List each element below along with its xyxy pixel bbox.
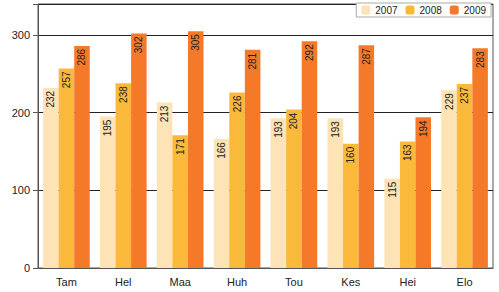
- svg-text:0: 0: [24, 262, 30, 274]
- svg-text:163: 163: [402, 144, 413, 161]
- svg-text:Kes: Kes: [341, 276, 360, 288]
- svg-text:305: 305: [190, 34, 201, 51]
- svg-text:229: 229: [444, 93, 455, 110]
- svg-text:286: 286: [76, 48, 87, 65]
- svg-text:257: 257: [61, 71, 72, 88]
- svg-text:115: 115: [387, 181, 398, 197]
- svg-text:160: 160: [345, 146, 356, 163]
- svg-text:300: 300: [12, 29, 30, 41]
- svg-text:Maa: Maa: [169, 276, 191, 288]
- svg-text:238: 238: [118, 86, 129, 103]
- svg-text:281: 281: [247, 52, 258, 69]
- svg-text:195: 195: [102, 119, 113, 136]
- svg-text:287: 287: [361, 48, 372, 65]
- svg-text:Hel: Hel: [115, 276, 132, 288]
- svg-text:2009: 2009: [464, 5, 487, 16]
- svg-text:2007: 2007: [375, 5, 398, 16]
- svg-text:193: 193: [273, 121, 284, 138]
- svg-text:2008: 2008: [420, 5, 443, 16]
- svg-text:166: 166: [216, 142, 227, 159]
- svg-text:Tam: Tam: [56, 276, 77, 288]
- svg-text:204: 204: [288, 112, 299, 129]
- svg-text:Huh: Huh: [227, 276, 247, 288]
- svg-text:193: 193: [330, 121, 341, 138]
- svg-text:Tou: Tou: [285, 276, 303, 288]
- svg-text:Elo: Elo: [457, 276, 473, 288]
- svg-text:171: 171: [175, 138, 186, 155]
- svg-text:Hei: Hei: [399, 276, 416, 288]
- svg-text:194: 194: [418, 120, 429, 137]
- svg-text:200: 200: [12, 107, 30, 119]
- svg-text:292: 292: [304, 44, 315, 61]
- svg-text:213: 213: [159, 105, 170, 122]
- svg-text:100: 100: [12, 184, 30, 196]
- svg-text:283: 283: [475, 51, 486, 68]
- svg-text:226: 226: [232, 95, 243, 112]
- svg-text:302: 302: [133, 36, 144, 53]
- svg-text:237: 237: [459, 87, 470, 104]
- svg-text:232: 232: [45, 90, 56, 107]
